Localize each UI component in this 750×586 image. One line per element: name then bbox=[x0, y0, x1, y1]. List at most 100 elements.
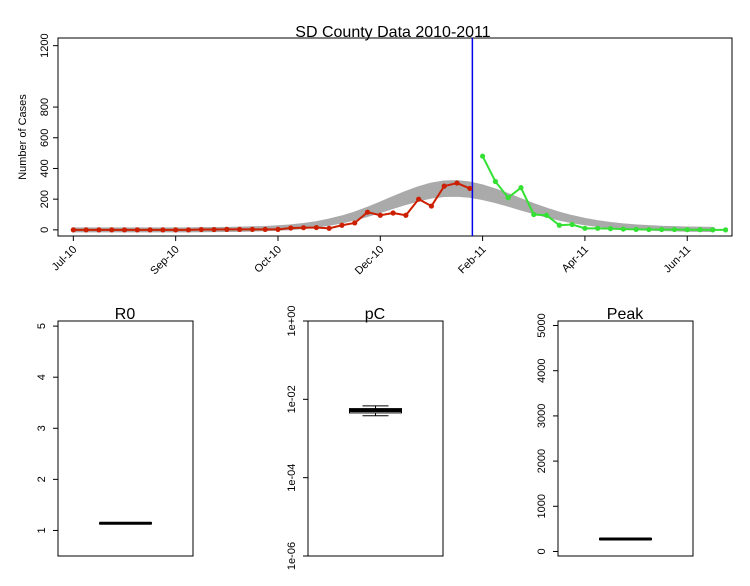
forecast-point bbox=[531, 211, 537, 218]
forecast-point bbox=[697, 227, 703, 233]
y-tick-label: 200 bbox=[39, 190, 51, 208]
observed-point bbox=[454, 180, 460, 186]
observed-point bbox=[352, 220, 358, 226]
box-y-tick-label: 1e+00 bbox=[286, 306, 298, 337]
observed-point bbox=[83, 227, 89, 233]
chart-title: SD County Data 2010-2011 bbox=[295, 24, 490, 41]
box-panel-frame bbox=[57, 320, 194, 557]
observed-point bbox=[326, 225, 332, 231]
time-series-panel: SD County Data 2010-2011 Number of Cases… bbox=[17, 24, 733, 278]
x-tick-label: Oct-10 bbox=[252, 244, 284, 276]
box-panel-frame bbox=[307, 320, 444, 557]
observed-point bbox=[364, 209, 371, 215]
box-y-tick-label: 4000 bbox=[536, 358, 548, 382]
x-tick-label: Dec-10 bbox=[353, 244, 387, 278]
y-tick-label: 600 bbox=[39, 129, 51, 147]
observed-point bbox=[70, 227, 76, 233]
box-y-tick-label: 1 bbox=[36, 527, 48, 533]
r0-boxplot-panel: R0 1 2 3 4 5 bbox=[36, 306, 194, 557]
observed-series bbox=[70, 180, 473, 233]
forecast-point bbox=[607, 226, 614, 232]
forecast-point bbox=[633, 226, 639, 232]
forecast-point bbox=[582, 225, 588, 231]
observed-point bbox=[377, 212, 383, 218]
pc-panel-title: pC bbox=[365, 306, 385, 323]
forecast-point bbox=[671, 226, 678, 233]
y-tick-label: 0 bbox=[39, 227, 51, 233]
box-panel-frame bbox=[557, 320, 694, 557]
pc-boxplot-panel: pC 1e-06 1e-04 1e-02 1e+00 bbox=[286, 306, 444, 570]
box-y-tick-label: 3 bbox=[36, 425, 48, 431]
forecast-line bbox=[481, 155, 726, 231]
observed-point bbox=[390, 210, 396, 216]
fit-band-area bbox=[70, 180, 716, 233]
y-axis-title: Number of Cases bbox=[17, 94, 29, 180]
forecast-point bbox=[543, 212, 550, 218]
x-tick-label: Sep-10 bbox=[148, 244, 182, 278]
observed-point bbox=[441, 183, 447, 189]
forecast-point bbox=[556, 222, 562, 228]
forecast-point bbox=[505, 195, 511, 201]
forecast-point bbox=[646, 226, 652, 233]
observed-point bbox=[224, 226, 230, 232]
forecast-point bbox=[684, 227, 690, 233]
forecast-point bbox=[595, 225, 601, 231]
box-y-tick-label: 3000 bbox=[536, 404, 548, 428]
observed-point bbox=[262, 226, 268, 232]
observed-point bbox=[185, 227, 192, 233]
observed-point bbox=[428, 203, 435, 209]
observed-point bbox=[134, 227, 140, 233]
box-y-tick-label: 2000 bbox=[536, 449, 548, 473]
forecast-point bbox=[480, 153, 486, 159]
box-y-tick-label: 1000 bbox=[536, 494, 548, 518]
observed-point bbox=[96, 227, 102, 233]
y-tick-label: 400 bbox=[39, 159, 51, 177]
forecast-point bbox=[710, 227, 716, 233]
observed-point bbox=[467, 185, 473, 192]
box-y-tick-label: 4 bbox=[36, 374, 48, 380]
r0-panel-title: R0 bbox=[115, 306, 136, 323]
peak-panel-title: Peak bbox=[607, 306, 644, 323]
observed-point bbox=[109, 227, 115, 233]
box-y-tick-label: 2 bbox=[36, 476, 48, 482]
x-axis: Jul-10 Sep-10 Oct-10 Dec-10 Feb-11 Apr-11 Jun-… bbox=[50, 236, 694, 278]
y-tick-label: 1200 bbox=[39, 33, 51, 57]
observed-point bbox=[237, 226, 243, 232]
x-tick-label: Feb-11 bbox=[456, 244, 489, 277]
fit-band bbox=[70, 180, 716, 233]
observed-point bbox=[339, 222, 345, 228]
x-tick-label: Jul-10 bbox=[50, 244, 80, 274]
forecast-point bbox=[659, 226, 665, 233]
observed-point bbox=[313, 224, 319, 231]
observed-point bbox=[249, 226, 255, 232]
forecast-series bbox=[480, 153, 729, 233]
observed-point bbox=[147, 227, 153, 233]
box-y-tick-label: 1e-04 bbox=[286, 464, 298, 492]
observed-point bbox=[403, 212, 409, 218]
box-y-tick-label: 1e-06 bbox=[286, 542, 298, 570]
observed-point bbox=[211, 226, 217, 233]
forecast-point bbox=[569, 221, 575, 228]
observed-point bbox=[275, 226, 281, 232]
observed-point bbox=[160, 227, 166, 233]
forecast-point bbox=[723, 227, 729, 233]
x-tick-label: Jun-11 bbox=[662, 244, 694, 276]
x-tick-label: Apr-11 bbox=[560, 244, 591, 275]
box-y-tick-label: 0 bbox=[536, 548, 548, 554]
observed-point bbox=[198, 226, 204, 233]
forecast-point bbox=[492, 178, 498, 185]
peak-boxplot-panel: Peak 0 1000 2000 3000 4000 5000 bbox=[536, 306, 694, 557]
observed-point bbox=[416, 196, 422, 202]
observed-point bbox=[121, 227, 128, 233]
box-y-tick-label: 1e-02 bbox=[286, 385, 298, 413]
forecast-point bbox=[620, 226, 626, 232]
y-tick-label: 800 bbox=[39, 98, 51, 116]
observed-point bbox=[300, 225, 307, 231]
box-y-tick-label: 5 bbox=[36, 323, 48, 329]
box-y-tick-label: 5000 bbox=[536, 313, 548, 337]
y-axis: 0 200 400 600 800 1200 bbox=[39, 33, 59, 233]
observed-point bbox=[288, 225, 294, 231]
forecast-point bbox=[518, 185, 524, 191]
observed-point bbox=[173, 227, 179, 233]
